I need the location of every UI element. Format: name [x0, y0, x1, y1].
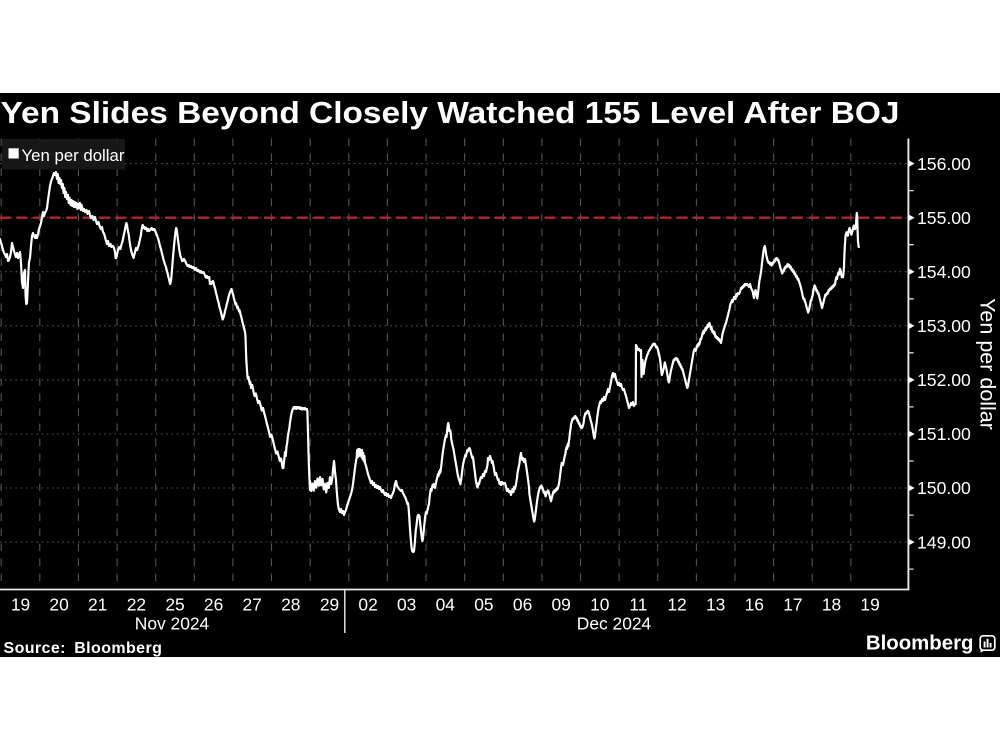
svg-text:21: 21 — [88, 595, 107, 615]
svg-text:06: 06 — [513, 595, 532, 615]
svg-text:154.00: 154.00 — [917, 262, 971, 282]
svg-text:09: 09 — [552, 595, 571, 615]
svg-text:28: 28 — [281, 595, 300, 615]
svg-text:13: 13 — [706, 595, 725, 615]
svg-text:29: 29 — [320, 595, 339, 615]
svg-text:12: 12 — [667, 595, 686, 615]
svg-text:Source: Bloomberg: Source: Bloomberg — [4, 640, 163, 657]
svg-text:16: 16 — [745, 595, 764, 615]
svg-text:19: 19 — [860, 595, 879, 615]
svg-text:05: 05 — [474, 595, 493, 615]
svg-text:Yen Slides Beyond Closely Watc: Yen Slides Beyond Closely Watched 155 Le… — [1, 95, 900, 130]
svg-text:25: 25 — [165, 595, 184, 615]
svg-text:153.00: 153.00 — [917, 316, 971, 336]
svg-text:19: 19 — [11, 595, 30, 615]
svg-text:03: 03 — [397, 595, 416, 615]
svg-text:151.00: 151.00 — [917, 424, 971, 444]
svg-text:20: 20 — [49, 595, 68, 615]
svg-text:10: 10 — [590, 595, 609, 615]
svg-text:Nov 2024: Nov 2024 — [135, 614, 210, 634]
svg-text:27: 27 — [243, 595, 262, 615]
svg-text:02: 02 — [358, 595, 377, 615]
svg-text:Bloomberg: Bloomberg — [866, 633, 974, 655]
svg-text:149.00: 149.00 — [917, 532, 971, 552]
svg-text:26: 26 — [204, 595, 223, 615]
svg-text:Yen per dollar: Yen per dollar — [976, 298, 1000, 430]
svg-text:17: 17 — [783, 595, 802, 615]
svg-text:22: 22 — [127, 595, 146, 615]
svg-text:152.00: 152.00 — [917, 370, 971, 390]
svg-text:18: 18 — [822, 595, 841, 615]
svg-text:11: 11 — [629, 595, 647, 615]
svg-text:150.00: 150.00 — [917, 478, 971, 498]
svg-text:04: 04 — [436, 595, 456, 615]
svg-text:156.00: 156.00 — [917, 154, 971, 174]
svg-text:155.00: 155.00 — [917, 208, 971, 228]
svg-text:Dec 2024: Dec 2024 — [577, 614, 652, 634]
svg-text:Yen per dollar: Yen per dollar — [22, 146, 125, 165]
